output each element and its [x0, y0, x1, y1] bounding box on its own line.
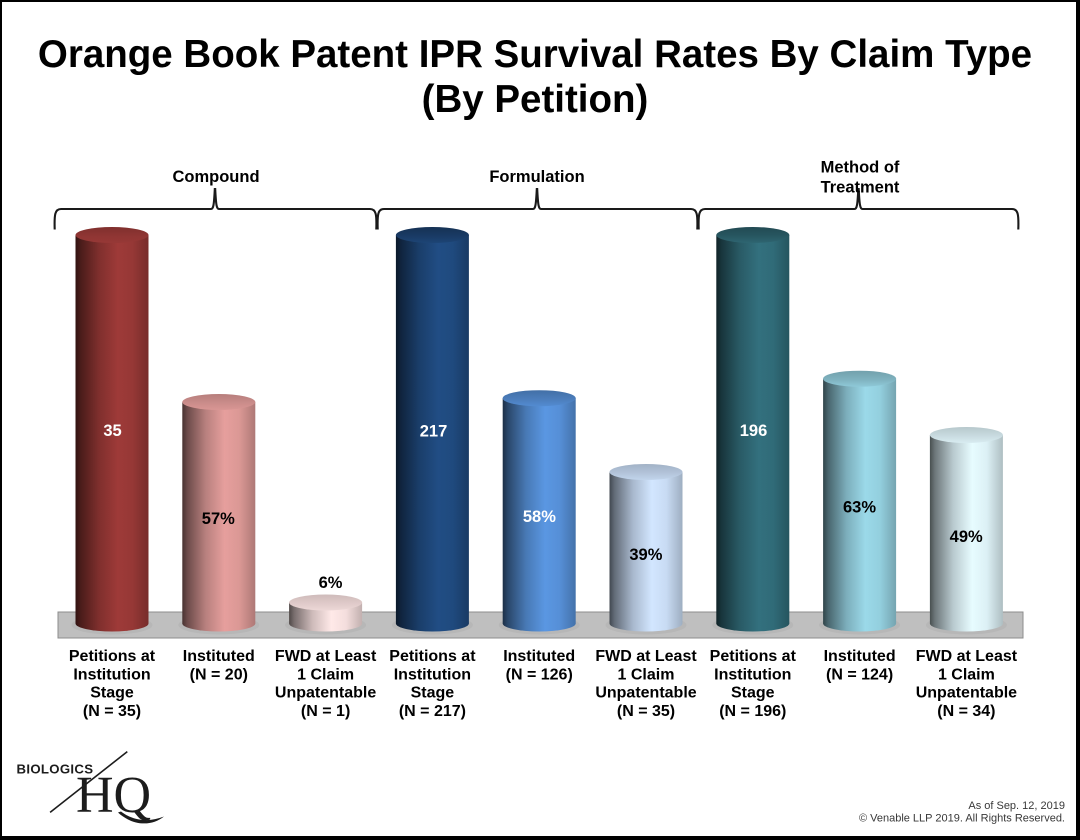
svg-text:35: 35 [103, 422, 121, 440]
svg-text:1 Claim: 1 Claim [618, 666, 675, 683]
svg-text:FWD at Least: FWD at Least [595, 648, 697, 665]
svg-text:(N = 34): (N = 34) [937, 703, 995, 720]
svg-text:Stage: Stage [731, 685, 775, 702]
svg-text:(N = 20): (N = 20) [190, 666, 248, 683]
svg-text:(N = 35): (N = 35) [83, 703, 141, 720]
svg-text:(N = 196): (N = 196) [719, 703, 786, 720]
svg-text:217: 217 [420, 423, 448, 441]
svg-text:Petitions at: Petitions at [389, 648, 476, 665]
svg-text:Institution: Institution [714, 666, 791, 683]
svg-text:Formulation: Formulation [489, 168, 584, 186]
svg-text:Instituted: Instituted [824, 648, 896, 665]
svg-text:Treatment: Treatment [821, 179, 900, 197]
svg-text:Institution: Institution [73, 666, 150, 683]
svg-text:Compound: Compound [172, 168, 259, 186]
svg-text:As of Sep. 12, 2019: As of Sep. 12, 2019 [968, 800, 1065, 812]
svg-text:Instituted: Instituted [503, 648, 575, 665]
svg-text:Stage: Stage [411, 685, 455, 702]
svg-text:58%: 58% [523, 508, 556, 526]
svg-text:FWD at Least: FWD at Least [275, 648, 377, 665]
svg-text:© Venable LLP 2019. All Rights: © Venable LLP 2019. All Rights Reserved. [859, 813, 1065, 825]
svg-text:BIOLOGICS: BIOLOGICS [17, 762, 94, 777]
svg-text:Unpatentable: Unpatentable [916, 685, 1017, 702]
svg-text:63%: 63% [843, 499, 876, 517]
svg-text:196: 196 [740, 422, 768, 440]
svg-text:39%: 39% [629, 546, 662, 564]
svg-text:(N = 35): (N = 35) [617, 703, 675, 720]
svg-text:49%: 49% [950, 528, 983, 546]
svg-text:Petitions at: Petitions at [710, 648, 797, 665]
svg-text:(N = 126): (N = 126) [506, 666, 573, 683]
svg-text:Method of: Method of [821, 159, 900, 177]
svg-text:FWD at Least: FWD at Least [916, 648, 1018, 665]
svg-text:1 Claim: 1 Claim [297, 666, 354, 683]
svg-text:Unpatentable: Unpatentable [275, 685, 376, 702]
svg-text:Unpatentable: Unpatentable [595, 685, 696, 702]
svg-text:(N = 124): (N = 124) [826, 666, 893, 683]
svg-text:(N = 217): (N = 217) [399, 703, 466, 720]
svg-text:Institution: Institution [394, 666, 471, 683]
svg-text:6%: 6% [319, 574, 343, 592]
svg-text:Petitions at: Petitions at [69, 648, 156, 665]
svg-text:Instituted: Instituted [183, 648, 255, 665]
svg-text:57%: 57% [202, 510, 235, 528]
svg-text:Stage: Stage [90, 685, 134, 702]
svg-text:1 Claim: 1 Claim [938, 666, 995, 683]
svg-text:HQ: HQ [76, 767, 151, 824]
svg-text:(N = 1): (N = 1) [301, 703, 350, 720]
